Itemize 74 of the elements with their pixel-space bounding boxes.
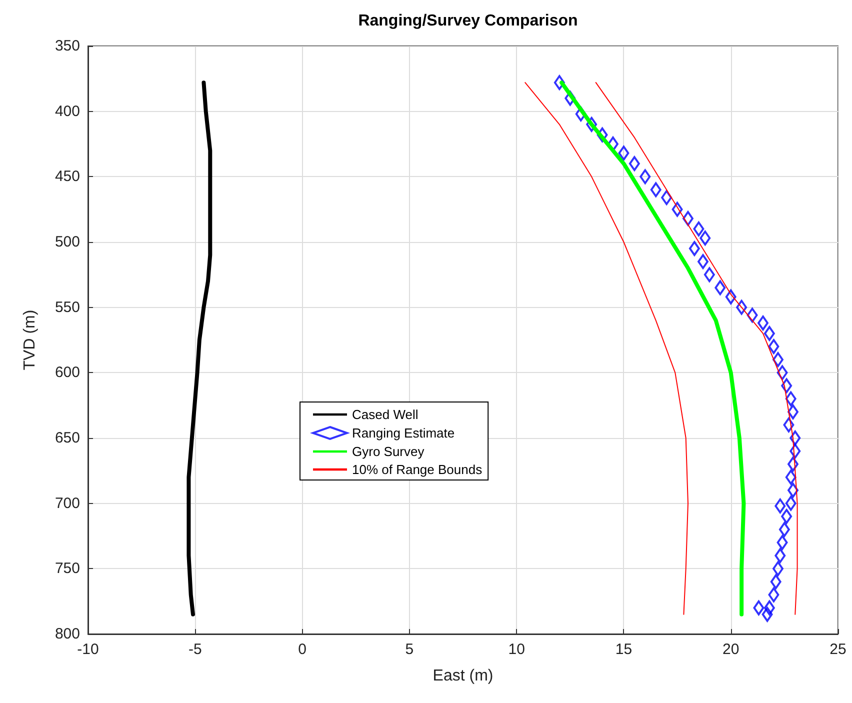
y-axis-title: TVD (m): [22, 310, 38, 370]
x-tick-label: -5: [188, 641, 202, 658]
point: [764, 600, 775, 616]
x-tick-label: 0: [298, 641, 306, 658]
point: [661, 190, 672, 206]
point: [788, 482, 798, 498]
point: [714, 280, 726, 296]
point: [672, 202, 683, 217]
point: [725, 289, 736, 304]
point: [564, 90, 576, 106]
x-tick-label: 15: [615, 641, 632, 658]
point: [746, 308, 758, 323]
point: [596, 127, 608, 142]
legend-label: Ranging Estimate: [352, 426, 455, 440]
point: [628, 156, 640, 172]
point: [682, 210, 694, 226]
point: [785, 470, 796, 485]
y-tick-label: 400: [54, 102, 80, 120]
point: [772, 352, 784, 368]
point: [764, 326, 775, 341]
point: [781, 508, 792, 524]
point: [640, 169, 651, 184]
point: [693, 221, 704, 236]
point: [783, 417, 794, 432]
point: [704, 267, 715, 282]
point: [788, 456, 798, 472]
y-tick-label: 450: [54, 168, 80, 186]
point: [586, 116, 598, 132]
point: [788, 404, 798, 420]
point: [698, 254, 708, 270]
line-series: [186, 80, 212, 616]
y-tick-label: 500: [54, 234, 80, 250]
x-axis-title: East (m): [432, 668, 494, 684]
point: [778, 522, 790, 537]
point: [575, 106, 586, 122]
point: [768, 339, 780, 354]
point: [688, 241, 700, 256]
y-tick-label: 600: [54, 364, 80, 382]
legend-label: Gyro Survey: [352, 444, 425, 459]
point: [768, 587, 780, 602]
y-tick-label: 750: [54, 560, 80, 578]
point: [790, 430, 801, 446]
chart-title: Ranging/Survey Comparison: [358, 12, 578, 30]
x-tick-label: 20: [722, 641, 740, 658]
point: [774, 548, 786, 564]
point: [776, 365, 788, 380]
point: [774, 498, 786, 514]
point: [650, 182, 662, 198]
x-tick-label: 10: [508, 641, 525, 658]
y-tick-label: 800: [54, 626, 80, 642]
legend-label: Cased Well: [352, 407, 418, 422]
point: [762, 606, 773, 622]
point: [618, 146, 630, 161]
point: [554, 75, 565, 90]
y-tick-label: 350: [54, 38, 80, 54]
point: [785, 391, 796, 406]
point: [758, 316, 768, 331]
x-tick-label: -10: [77, 641, 99, 658]
x-tick-label: 25: [830, 641, 846, 658]
point: [785, 496, 796, 511]
y-tick-label: 650: [54, 430, 80, 446]
x-tick-label: 5: [405, 641, 414, 658]
point: [772, 561, 784, 576]
point: [753, 600, 764, 616]
point: [736, 300, 748, 315]
point: [700, 230, 711, 246]
point: [770, 574, 782, 590]
y-tick-label: 700: [54, 494, 80, 512]
point: [776, 535, 788, 550]
line-series: [524, 82, 688, 615]
y-tick-label: 550: [54, 298, 80, 316]
point: [781, 378, 792, 394]
point: [790, 444, 801, 459]
legend-label: 10% of Range Bounds: [352, 462, 483, 477]
